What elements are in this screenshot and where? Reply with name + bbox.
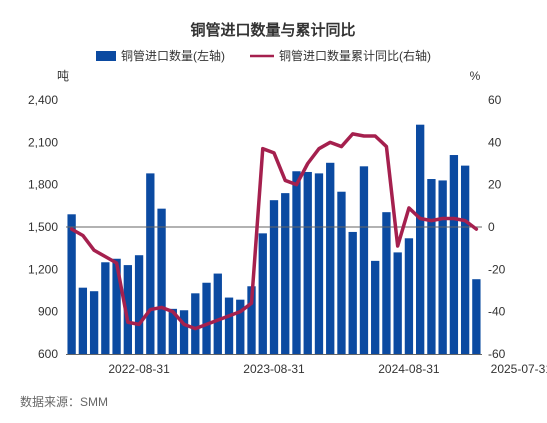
bar <box>191 293 200 354</box>
left-tick-label: 900 <box>38 305 58 319</box>
bar <box>224 297 234 354</box>
bar <box>371 260 380 354</box>
bar <box>134 255 144 354</box>
left-tick-label: 600 <box>38 347 58 361</box>
bar <box>236 299 245 354</box>
bar <box>326 162 335 354</box>
x-tick-label: 2025-07-31 <box>491 362 547 376</box>
bar <box>202 282 211 354</box>
right-tick-label: 20 <box>488 178 502 192</box>
bar <box>168 308 177 354</box>
right-tick-label: -60 <box>488 347 506 361</box>
x-tick-label: 2023-08-31 <box>243 362 305 376</box>
right-axis-unit: % <box>470 69 481 83</box>
bar <box>449 155 459 354</box>
bar <box>146 173 155 354</box>
bar <box>382 212 391 354</box>
bar <box>269 200 279 354</box>
bar-series <box>67 124 481 354</box>
left-tick-label: 2,400 <box>28 93 58 107</box>
right-tick-label: 0 <box>488 220 495 234</box>
bar <box>393 252 402 354</box>
bar <box>101 262 110 354</box>
right-tick-label: -40 <box>488 305 506 319</box>
right-tick-label: 40 <box>488 135 502 149</box>
bar <box>112 258 121 354</box>
data-source: 数据来源：SMM <box>20 394 108 409</box>
right-tick-label: -20 <box>488 262 506 276</box>
chart-title: 铜管进口数量与累计同比 <box>190 21 355 39</box>
bar <box>348 231 357 354</box>
bar <box>78 287 88 354</box>
bar <box>247 286 256 354</box>
bar <box>427 179 436 354</box>
left-tick-label: 1,800 <box>28 178 58 192</box>
bar <box>337 191 346 354</box>
left-axis-unit: 吨 <box>57 69 69 83</box>
x-tick-label: 2024-08-31 <box>378 362 440 376</box>
bar <box>89 291 99 354</box>
bar <box>67 214 76 354</box>
bar <box>303 171 312 354</box>
x-tick-label: 2022-08-31 <box>108 362 170 376</box>
bar <box>157 208 166 354</box>
line-series <box>69 132 479 331</box>
left-axis-ticks: 2,400 2,100 1,800 1,500 1,200 900 600 <box>28 93 58 361</box>
legend-bar-swatch <box>96 51 116 61</box>
right-tick-label: 60 <box>488 93 502 107</box>
yoy-line <box>69 132 479 331</box>
left-tick-label: 2,100 <box>28 135 58 149</box>
bar <box>213 273 222 354</box>
left-tick-label: 1,200 <box>28 262 58 276</box>
bar <box>258 233 267 354</box>
bar <box>359 166 369 354</box>
bar <box>314 173 324 354</box>
legend: 铜管进口数量(左轴) 铜管进口数量累计同比(右轴) <box>96 48 431 63</box>
bar <box>460 165 470 354</box>
x-axis-ticks: 2022-08-31 2023-08-31 2024-08-31 2025-07-31 <box>108 362 547 376</box>
bar <box>292 171 301 354</box>
bar <box>179 310 189 354</box>
bar <box>472 279 481 354</box>
left-tick-label: 1,500 <box>28 220 58 234</box>
right-axis-ticks: 60 40 20 0 -20 -40 -60 <box>488 93 506 361</box>
bar <box>123 265 132 354</box>
legend-bar-label: 铜管进口数量(左轴) <box>121 48 225 63</box>
bar <box>438 180 447 354</box>
bar <box>281 193 290 354</box>
bar <box>404 238 414 354</box>
bar <box>416 124 425 354</box>
legend-line-label: 铜管进口数量累计同比(右轴) <box>279 48 431 63</box>
